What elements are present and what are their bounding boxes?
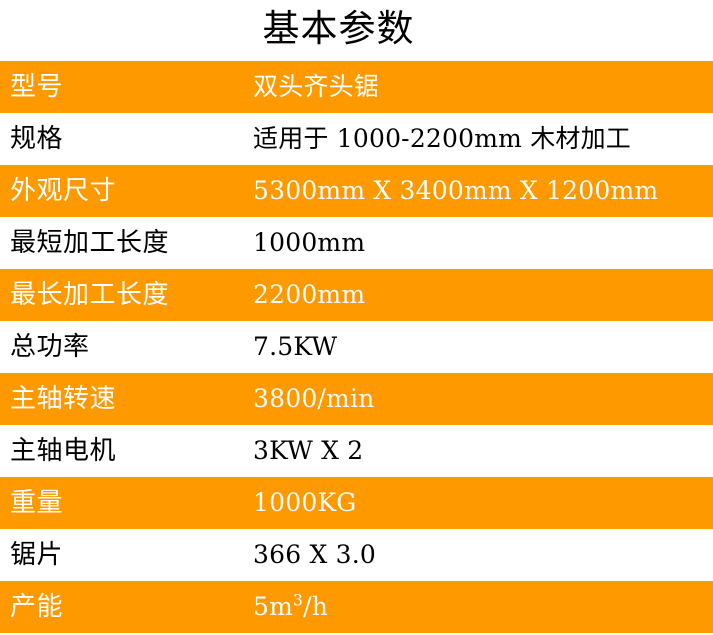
spec-label: 产能 [10, 592, 64, 622]
table-row: 产能 5m3/h [0, 581, 713, 633]
spec-value: 适用于 1000-2200mm 木材加工 [253, 124, 631, 153]
cubic-superscript: 3 [293, 592, 304, 610]
spec-table: 型号 双头齐头锯规格 适用于 1000-2200mm 木材加工外观尺寸 5300mm … [0, 61, 713, 633]
spec-label: 最短加工长度 [10, 228, 170, 258]
table-row: 重量 1000KG [0, 477, 713, 529]
spec-label: 总功率 [10, 332, 90, 362]
table-row: 锯片 366 X 3.0 [0, 529, 713, 581]
spec-value: 1000KG [253, 488, 357, 517]
table-row: 主轴电机 3KW X 2 [0, 425, 713, 477]
spec-label: 主轴转速 [10, 384, 117, 414]
spec-value: 双头齐头锯 [253, 72, 380, 101]
table-row: 规格 适用于 1000-2200mm 木材加工 [0, 113, 713, 165]
table-row: 外观尺寸 5300mm X 3400mm X 1200mm [0, 165, 713, 217]
spec-value: 1000mm [253, 228, 366, 257]
table-row: 最长加工长度 2200mm [0, 269, 713, 321]
table-row: 总功率 7.5KW [0, 321, 713, 373]
page-title: 基本参数 [0, 0, 713, 61]
table-row: 最短加工长度 1000mm [0, 217, 713, 269]
spec-label: 最长加工长度 [10, 280, 170, 310]
spec-label: 规格 [10, 124, 64, 154]
spec-value: 5m3/h [253, 592, 329, 621]
spec-label: 型号 [10, 72, 64, 102]
spec-value: 2200mm [253, 280, 366, 309]
spec-label: 锯片 [10, 540, 64, 570]
spec-label: 主轴电机 [10, 436, 117, 466]
spec-value: 5300mm X 3400mm X 1200mm [253, 176, 659, 205]
table-row: 型号 双头齐头锯 [0, 61, 713, 113]
spec-value: 3800/min [253, 384, 375, 413]
spec-label: 外观尺寸 [10, 176, 117, 206]
spec-value: 3KW X 2 [253, 436, 364, 465]
bottom-edge-strip [0, 633, 713, 635]
spec-value: 7.5KW [253, 332, 338, 361]
spec-label: 重量 [10, 488, 64, 518]
table-row: 主轴转速 3800/min [0, 373, 713, 425]
spec-value: 366 X 3.0 [253, 540, 376, 569]
